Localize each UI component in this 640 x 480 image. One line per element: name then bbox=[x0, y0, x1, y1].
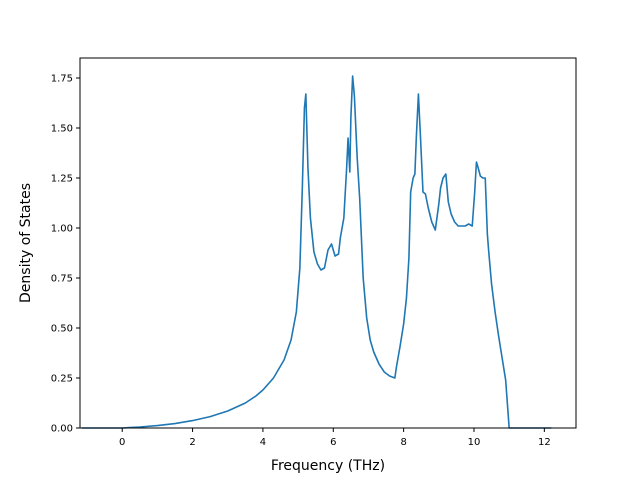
plot-area bbox=[81, 75, 552, 429]
y-tick-label: 0.00 bbox=[51, 424, 73, 435]
y-axis-label: Density of States bbox=[18, 183, 34, 303]
axes-frame bbox=[79, 57, 577, 429]
x-tick-label: 2 bbox=[189, 437, 195, 448]
x-tick-label: 10 bbox=[468, 437, 481, 448]
x-tick-label: 8 bbox=[400, 437, 406, 448]
y-tick-label: 0.50 bbox=[51, 324, 73, 335]
x-tick-label: 6 bbox=[330, 437, 336, 448]
y-tick-label: 0.75 bbox=[51, 274, 73, 285]
y-tick-label: 0.25 bbox=[51, 374, 73, 385]
dos-series-line bbox=[81, 75, 552, 429]
x-tick-label: 4 bbox=[260, 437, 266, 448]
x-tick-label: 12 bbox=[538, 437, 551, 448]
y-tick-label: 1.75 bbox=[51, 74, 73, 85]
y-tick-label: 1.00 bbox=[51, 224, 73, 235]
x-axis-label: Frequency (THz) bbox=[271, 458, 385, 474]
y-tick-label: 1.25 bbox=[51, 174, 73, 185]
x-tick-label: 0 bbox=[119, 437, 125, 448]
y-tick-label: 1.50 bbox=[51, 124, 73, 135]
x-axis-ticks: 0 2 4 6 8 10 12 bbox=[119, 428, 551, 448]
y-axis-ticks: 0.00 0.25 0.50 0.75 1.00 1.25 1.50 1.75 bbox=[51, 74, 80, 435]
